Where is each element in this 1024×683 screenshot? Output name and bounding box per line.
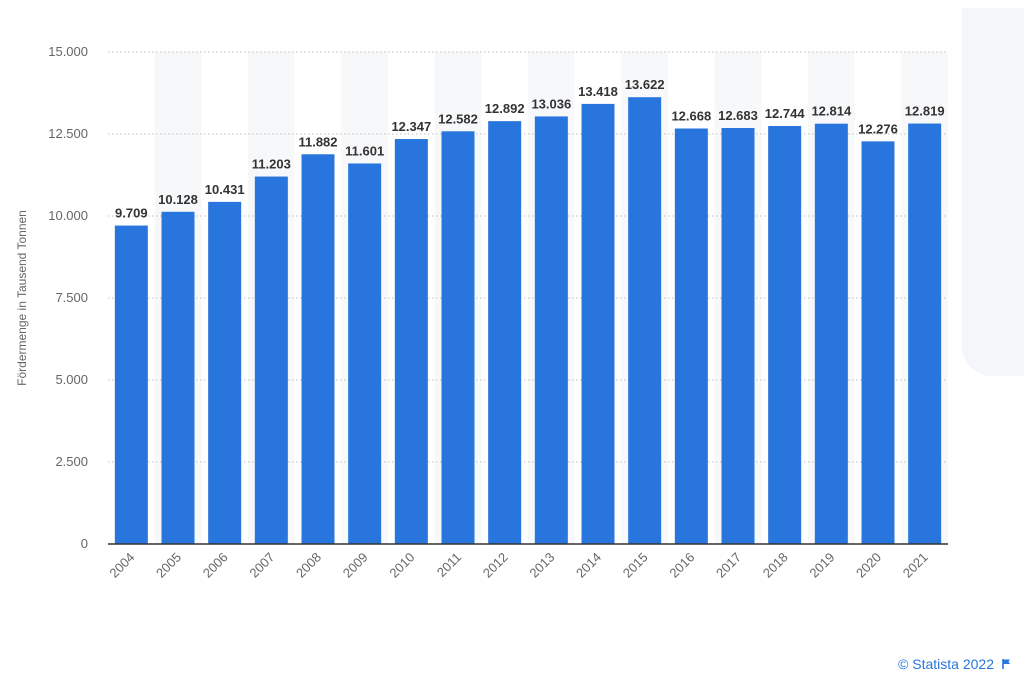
data-label: 11.601	[345, 143, 384, 158]
bar	[208, 201, 242, 544]
bar	[721, 127, 755, 545]
data-label: 13.418	[578, 84, 618, 99]
x-tick-label: 2011	[434, 550, 464, 580]
bar	[628, 97, 662, 545]
x-tick-label: 2016	[666, 550, 697, 581]
bar	[394, 139, 428, 544]
x-tick-label: 2017	[713, 550, 744, 581]
data-label: 12.819	[905, 104, 945, 119]
x-tick-label: 2012	[480, 550, 511, 581]
data-label: 13.036	[531, 96, 571, 111]
x-tick-label: 2021	[900, 550, 931, 581]
data-label: 11.882	[298, 134, 337, 149]
bar	[254, 176, 288, 544]
bar	[348, 163, 382, 545]
data-label: 10.431	[205, 182, 245, 197]
y-tick-label: 15.000	[48, 44, 88, 59]
y-tick-label: 2.500	[55, 454, 88, 469]
x-tick-label: 2010	[386, 550, 417, 581]
x-tick-label: 2020	[853, 550, 884, 581]
bar	[488, 121, 522, 545]
credit-text[interactable]: © Statista 2022	[898, 656, 994, 672]
data-label: 12.276	[858, 121, 898, 136]
bar	[908, 123, 942, 544]
x-tick-label: 2019	[806, 550, 837, 581]
data-label: 12.683	[718, 108, 758, 123]
y-tick-label: 7.500	[55, 290, 88, 305]
bar	[768, 125, 802, 545]
bar	[581, 103, 615, 545]
data-label: 13.622	[625, 77, 665, 92]
y-axis-label: Fördermenge in Tausend Tonnen	[15, 210, 29, 386]
data-label: 12.582	[438, 111, 478, 126]
x-tick-label: 2013	[526, 550, 557, 581]
data-label: 9.709	[115, 206, 148, 221]
bar	[674, 128, 708, 544]
data-label: 12.347	[391, 119, 431, 134]
x-tick-label: 2009	[340, 550, 371, 581]
bar	[814, 123, 848, 544]
data-label: 12.892	[485, 101, 525, 116]
x-tick-label: 2006	[200, 550, 231, 581]
x-tick-label: 2018	[760, 550, 791, 581]
flag-icon[interactable]	[1002, 658, 1012, 670]
data-label: 12.744	[765, 106, 806, 121]
bar	[534, 116, 568, 545]
x-tick-label: 2014	[573, 550, 604, 581]
data-label: 11.203	[252, 157, 291, 172]
bar	[161, 211, 195, 544]
data-label: 10.128	[158, 192, 198, 207]
x-tick-label: 2005	[153, 550, 184, 581]
x-tick-label: 2015	[620, 550, 651, 581]
x-tick-label: 2008	[293, 550, 324, 581]
bar	[114, 225, 148, 544]
statista-credit[interactable]: © Statista 2022	[898, 656, 1012, 672]
bar	[861, 141, 895, 544]
data-label: 12.668	[671, 108, 711, 123]
y-tick-label: 5.000	[55, 372, 88, 387]
x-tick-label: 2007	[246, 550, 277, 581]
data-label: 12.814	[811, 104, 852, 119]
x-tick-label: 2004	[106, 550, 137, 581]
y-tick-label: 12.500	[48, 126, 88, 141]
side-panel	[962, 8, 1024, 376]
y-tick-label: 0	[81, 536, 88, 551]
bar	[441, 131, 475, 544]
y-tick-label: 10.000	[48, 208, 88, 223]
bar	[301, 154, 335, 545]
